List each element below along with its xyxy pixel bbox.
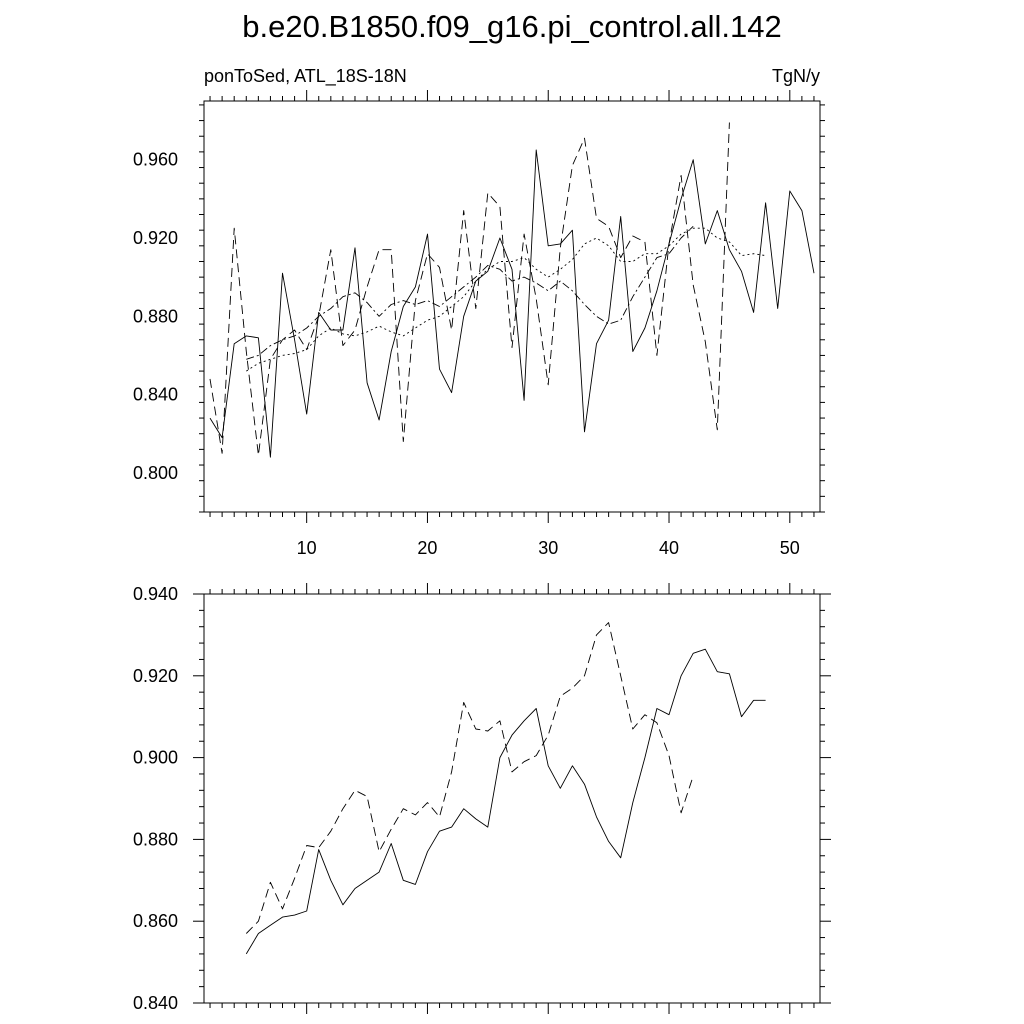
series-line-solid	[209, 149, 815, 458]
series-line-solid	[245, 648, 766, 955]
y-tick-label: 0.880	[133, 829, 178, 849]
x-tick-label: 40	[659, 538, 679, 558]
y-tick-label: 0.940	[133, 584, 178, 604]
series-line-dotted	[246, 227, 766, 372]
x-tick-label: 50	[780, 538, 800, 558]
figure-title: b.e20.B1850.f09_g16.pi_control.all.142	[242, 9, 782, 44]
x-tick-label: 30	[538, 538, 558, 558]
y-tick-label: 0.880	[133, 306, 178, 326]
variable-region-label: ponToSed, ATL_18S-18N	[204, 66, 407, 87]
y-tick-label: 0.840	[133, 385, 178, 405]
y-tick-label: 0.840	[133, 993, 178, 1013]
y-tick-label: 0.920	[133, 666, 178, 686]
x-tick-label: 20	[417, 538, 437, 558]
series-line-dashed	[209, 122, 730, 456]
series-line-dashed	[245, 622, 694, 934]
timeseries-panel: 10 20 30 40 50 0.800 0.840 0.880 0.920 0.960	[133, 90, 825, 558]
running-mean-panel: 0.840 0.860 0.880 0.900 0.920 0.940	[133, 583, 831, 1014]
x-tick-label: 10	[297, 538, 317, 558]
plot-frame	[203, 593, 821, 1004]
y-tick-label: 0.900	[133, 748, 178, 768]
series-line-dash-dot	[246, 225, 694, 360]
y-tick-label: 0.960	[133, 150, 178, 170]
y-tick-label: 0.800	[133, 463, 178, 483]
units-label: TgN/y	[772, 66, 820, 86]
y-tick-label: 0.860	[133, 911, 178, 931]
y-tick-label: 0.920	[133, 228, 178, 248]
